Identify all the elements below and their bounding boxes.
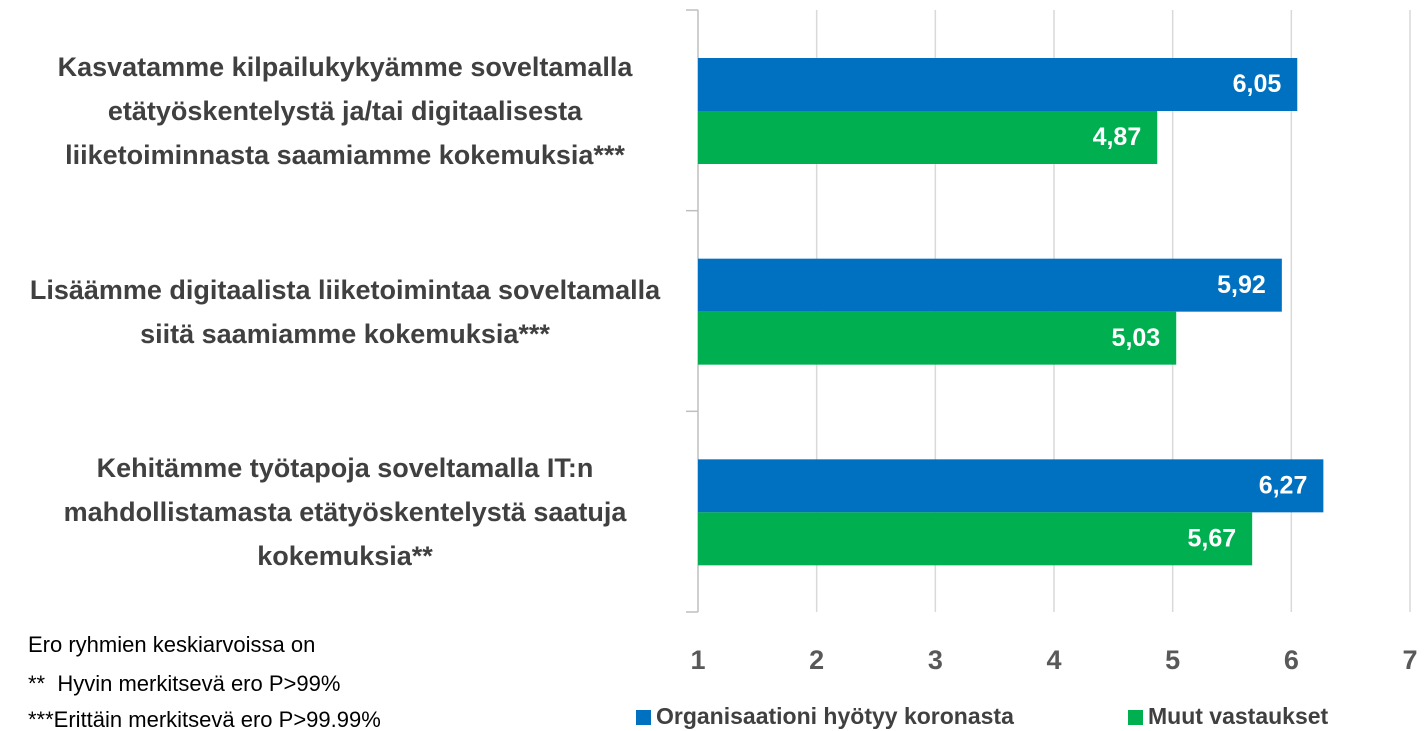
category-label: Lisäämme digitaalista liiketoimintaa sov…: [29, 274, 661, 349]
bar: [698, 459, 1324, 513]
x-tick-label: 1: [690, 645, 705, 675]
legend-label: Muut vastaukset: [1148, 703, 1329, 729]
category-label: Kehitämme työtapoja soveltamalla IT:n ma…: [63, 453, 627, 572]
bar: [698, 111, 1158, 164]
data-label: 4,87: [1093, 123, 1142, 151]
data-label: 5,92: [1217, 271, 1266, 299]
bar: [698, 58, 1298, 111]
x-tick-label: 7: [1402, 645, 1417, 675]
data-label: 6,05: [1233, 70, 1282, 98]
bar: [698, 258, 1282, 312]
x-tick-label: 4: [1046, 645, 1061, 675]
bar: [698, 512, 1253, 566]
legend-label: Organisaationi hyötyy koronasta: [656, 703, 1014, 729]
data-label: 6,27: [1259, 471, 1308, 499]
x-tick-label: 3: [928, 645, 943, 675]
bar: [698, 311, 1177, 365]
legend-swatch: [636, 710, 651, 725]
legend-swatch: [1128, 710, 1143, 725]
data-label: 5,67: [1188, 524, 1237, 552]
annotation: ***Erittäin merkitsevä ero P>99.99%: [28, 707, 381, 731]
x-tick-label: 6: [1284, 645, 1299, 675]
data-label: 5,03: [1112, 324, 1161, 352]
annotation: Ero ryhmien keskiarvoissa on: [28, 632, 316, 657]
category-label: Kasvatamme kilpailukykyämme soveltamalla…: [57, 52, 633, 170]
x-tick-label: 2: [809, 645, 824, 675]
x-tick-label: 5: [1165, 645, 1180, 675]
annotation: ** Hyvin merkitsevä ero P>99%: [28, 671, 341, 696]
